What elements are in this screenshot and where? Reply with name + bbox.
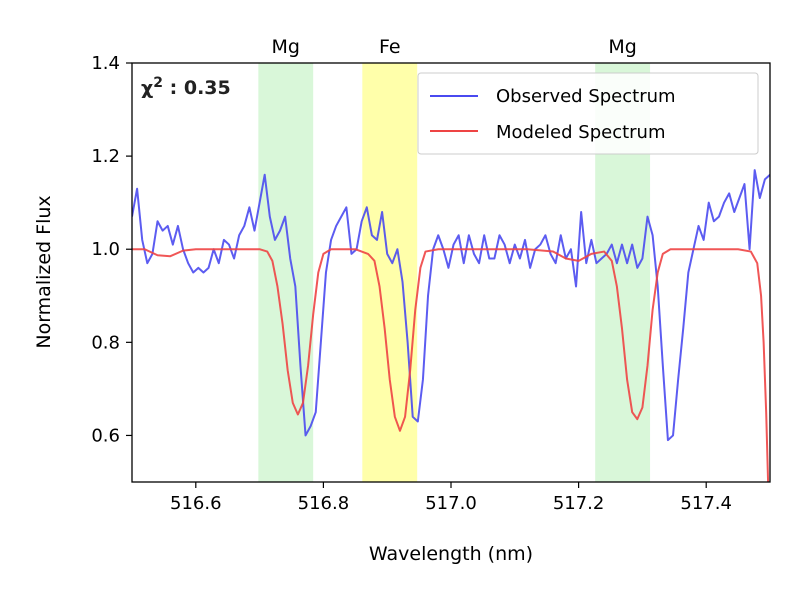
band-label-mg-0: Mg bbox=[272, 36, 300, 58]
band-label-fe-1: Fe bbox=[379, 36, 401, 58]
legend-label-modeled: Modeled Spectrum bbox=[496, 122, 666, 143]
x-axis-title: Wavelength (nm) bbox=[369, 543, 533, 565]
y-tick-label: 0.6 bbox=[91, 425, 120, 446]
legend: Observed Spectrum Modeled Spectrum bbox=[417, 72, 759, 155]
band-label-mg-2: Mg bbox=[608, 36, 636, 58]
x-tick-label: 517.4 bbox=[680, 493, 732, 514]
y-tick-label: 1.4 bbox=[91, 53, 120, 74]
chi-symbol: χ bbox=[141, 77, 153, 99]
legend-label-observed: Observed Spectrum bbox=[496, 86, 676, 107]
chi-exponent: 2 bbox=[153, 75, 163, 91]
y-tick-label: 1.0 bbox=[91, 239, 120, 260]
x-tick-label: 517.0 bbox=[425, 493, 477, 514]
y-tick-label: 1.2 bbox=[91, 146, 120, 167]
x-tick-label: 516.8 bbox=[298, 493, 350, 514]
x-tick-label: 517.2 bbox=[553, 493, 605, 514]
x-tick-label: 516.6 bbox=[170, 493, 222, 514]
chi-value: : 0.35 bbox=[163, 77, 231, 99]
y-axis-title: Normalized Flux bbox=[33, 195, 55, 348]
band-fe-1 bbox=[362, 63, 418, 482]
observed-spectrum-line bbox=[132, 169, 770, 442]
legend-box bbox=[417, 72, 759, 155]
chi-squared-annotation: χ2 : 0.35 bbox=[141, 75, 231, 99]
modeled-spectrum-line bbox=[132, 248, 770, 482]
y-tick-label: 0.8 bbox=[91, 332, 120, 353]
